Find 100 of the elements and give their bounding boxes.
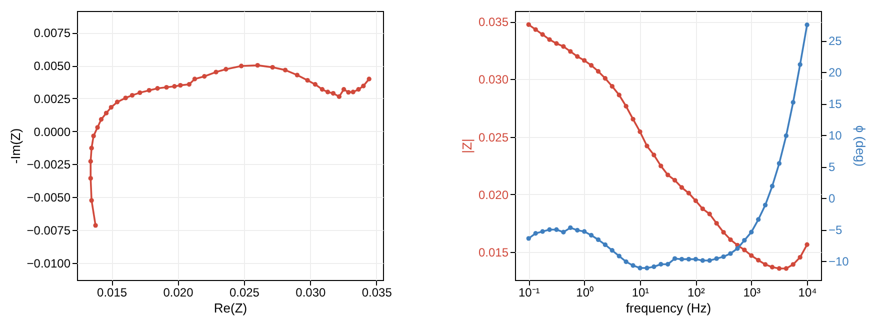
point <box>770 184 775 188</box>
point <box>540 32 545 37</box>
point <box>547 37 552 42</box>
point <box>336 94 342 99</box>
point <box>728 251 733 256</box>
point <box>630 116 636 122</box>
point <box>610 84 615 89</box>
point <box>658 262 664 267</box>
y-tick-label: 0.0000 <box>34 124 71 139</box>
y-tick-label: 0.020 <box>478 188 509 202</box>
y-tick-label: 0.035 <box>478 15 509 30</box>
point <box>361 84 366 88</box>
point <box>728 237 733 242</box>
point <box>568 225 573 230</box>
y-tick-label: 0.025 <box>478 130 509 144</box>
point <box>596 69 601 74</box>
point <box>602 76 608 81</box>
y-tick-label: 0.0025 <box>34 92 71 106</box>
point <box>672 178 678 183</box>
x-tick-label: 10⁻¹ <box>518 286 540 300</box>
point <box>686 256 692 262</box>
point <box>305 78 310 83</box>
point <box>756 258 761 263</box>
point <box>672 256 678 261</box>
point <box>561 230 566 234</box>
point <box>575 228 580 233</box>
point <box>214 70 218 74</box>
point <box>658 164 664 168</box>
point <box>714 220 719 226</box>
point <box>624 259 628 264</box>
point <box>679 256 684 262</box>
point <box>186 82 192 87</box>
point <box>644 266 650 270</box>
point <box>350 90 356 94</box>
y-tick-label: 0.0050 <box>34 59 71 74</box>
point <box>652 264 656 270</box>
point <box>164 84 169 90</box>
point <box>644 144 650 148</box>
point <box>238 64 244 68</box>
point <box>707 258 712 263</box>
point <box>630 263 636 268</box>
point <box>776 266 782 271</box>
y2-tick-label: 20 <box>828 66 842 80</box>
x-axis-title: Re(Z) <box>214 300 248 316</box>
y2-tick-label: −5 <box>828 223 843 238</box>
point <box>721 254 726 260</box>
point <box>721 230 726 235</box>
x-tick-label: 10³ <box>743 286 761 300</box>
y2-tick-label: −10 <box>828 254 850 269</box>
y2-tick-label: 0 <box>828 192 836 206</box>
point <box>776 161 782 166</box>
y-tick-label: −0.0025 <box>26 158 71 172</box>
point <box>320 87 325 92</box>
point <box>616 254 622 258</box>
point <box>123 96 128 100</box>
point <box>742 238 747 243</box>
point <box>798 254 802 260</box>
point <box>540 229 545 234</box>
point <box>707 212 712 216</box>
x-tick-label: 0.020 <box>163 286 194 300</box>
point <box>575 54 580 59</box>
point <box>533 27 538 32</box>
point <box>346 90 351 95</box>
x-axis-title: frequency (Hz) <box>626 300 712 316</box>
point <box>804 22 810 28</box>
x-tick-label: 10⁰ <box>576 286 594 300</box>
point <box>270 64 275 70</box>
y2-tick-label: 25 <box>828 34 842 48</box>
point <box>282 68 288 72</box>
point <box>561 44 566 49</box>
point <box>554 41 559 46</box>
point <box>638 266 642 270</box>
point <box>325 90 330 94</box>
point <box>638 129 642 134</box>
x-tick-label: 0.015 <box>97 286 128 300</box>
y-tick-label: 0.030 <box>478 72 509 87</box>
point <box>582 229 587 234</box>
point <box>88 176 93 181</box>
point <box>547 227 552 232</box>
point <box>624 104 628 109</box>
point <box>88 159 93 164</box>
point <box>130 92 135 98</box>
point <box>533 231 538 236</box>
point <box>700 206 705 212</box>
y2-tick-label: 10 <box>828 128 842 143</box>
x-tick-label: 10⁴ <box>798 286 817 300</box>
point <box>356 87 361 92</box>
point <box>312 82 318 87</box>
point <box>89 146 94 150</box>
point <box>666 172 670 178</box>
point <box>155 86 160 91</box>
point <box>784 266 789 271</box>
point <box>596 237 601 242</box>
x-tick-label: 0.025 <box>229 286 260 300</box>
point <box>95 125 100 130</box>
point <box>138 90 142 96</box>
y2-axis-title: ϕ (deg) <box>852 125 868 167</box>
point <box>98 117 104 122</box>
point <box>294 72 300 78</box>
x-tick-label: 0.035 <box>362 286 392 300</box>
